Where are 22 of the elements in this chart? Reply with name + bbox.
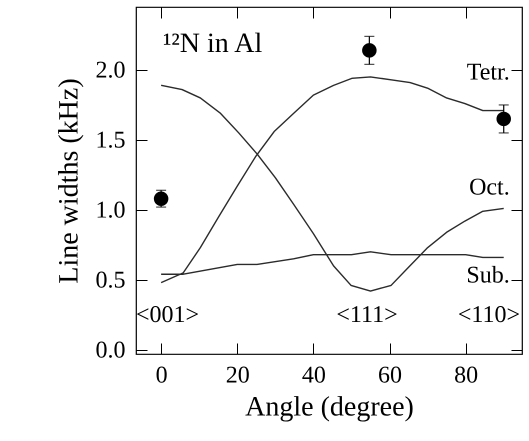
x-tick-label: 80	[454, 362, 478, 388]
point	[154, 191, 168, 206]
x-tick-label: 60	[378, 362, 402, 388]
point	[362, 43, 377, 58]
x-tick-label: 20	[226, 362, 250, 388]
point	[496, 112, 511, 126]
series-label: Tetr.	[466, 60, 510, 86]
x-tick-label: 40	[302, 362, 326, 388]
series-label: Oct.	[469, 174, 510, 200]
x-tick-label: 0	[156, 362, 168, 388]
series-label: Sub.	[466, 262, 510, 288]
y-tick-label: 0.5	[96, 267, 126, 294]
y-tick-label: 0.0	[96, 337, 126, 364]
x-axis-title: Angle (degree)	[245, 392, 414, 422]
annotation: <111>	[336, 302, 398, 328]
annotation: <001>	[136, 302, 200, 328]
annotation: ¹²N in Al	[163, 28, 262, 59]
y-axis-title: Line widths (kHz)	[54, 78, 84, 284]
y-tick-label: 1.0	[96, 197, 126, 224]
annotation: <110>	[458, 302, 520, 328]
y-tick-label: 2.0	[96, 57, 126, 84]
y-tick-label: 1.5	[96, 127, 126, 154]
